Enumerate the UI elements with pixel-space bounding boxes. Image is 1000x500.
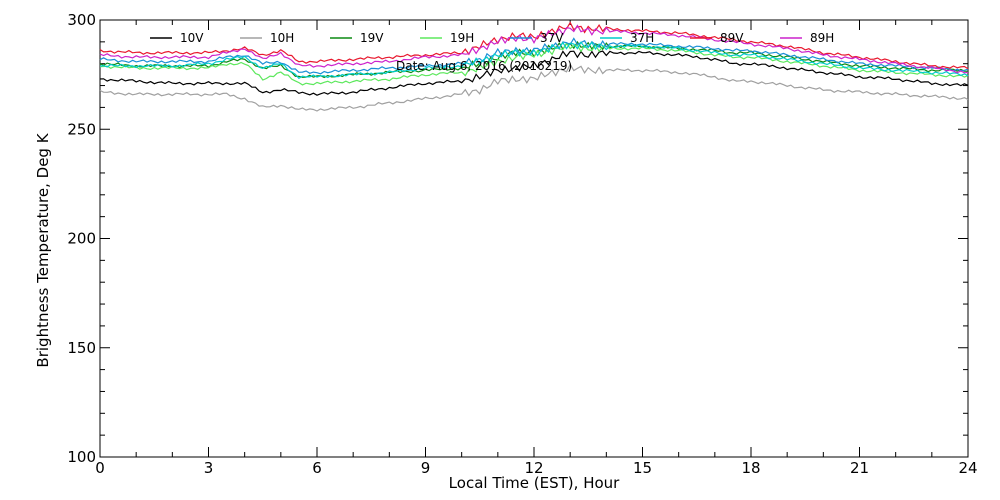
plot-frame	[99, 19, 969, 458]
x-tick-label: 3	[204, 459, 214, 477]
series-line-37h	[99, 41, 969, 80]
x-tick-label: 18	[741, 459, 760, 477]
series-line-10h	[99, 63, 969, 112]
x-tick-label: 15	[633, 459, 652, 477]
y-tick-label: 100	[67, 448, 96, 466]
x-tick-label: 0	[95, 459, 105, 477]
y-tick-label: 150	[67, 339, 96, 357]
legend-label-89h: 89H	[810, 31, 834, 45]
y-tick-label: 200	[67, 230, 96, 248]
date-annotation: Date: Aug 6, 2016 (2016219)	[396, 59, 572, 73]
x-tick-label: 12	[524, 459, 543, 477]
series-line-10v	[99, 50, 969, 96]
series-line-19h	[99, 41, 969, 86]
y-axis-title: Brightness Temperature, Deg K	[34, 132, 52, 367]
series-line-89h	[99, 24, 969, 74]
x-tick-label: 6	[312, 459, 322, 477]
legend-label-19v: 19V	[360, 31, 384, 45]
legend-label-89v: 89V	[720, 31, 744, 45]
legend-label-37h: 37H	[630, 31, 654, 45]
y-tick-label: 300	[67, 11, 96, 29]
y-tick-label: 250	[67, 120, 96, 138]
legend-label-10v: 10V	[180, 31, 204, 45]
x-tick-label: 9	[421, 459, 431, 477]
legend-label-19h: 19H	[450, 31, 474, 45]
x-tick-label: 21	[850, 459, 869, 477]
legend-label-10h: 10H	[270, 31, 294, 45]
x-axis-title: Local Time (EST), Hour	[449, 474, 620, 492]
legend-label-37v: 37V	[540, 31, 564, 45]
series-line-89v	[99, 21, 969, 70]
x-tick-label: 24	[958, 459, 977, 477]
